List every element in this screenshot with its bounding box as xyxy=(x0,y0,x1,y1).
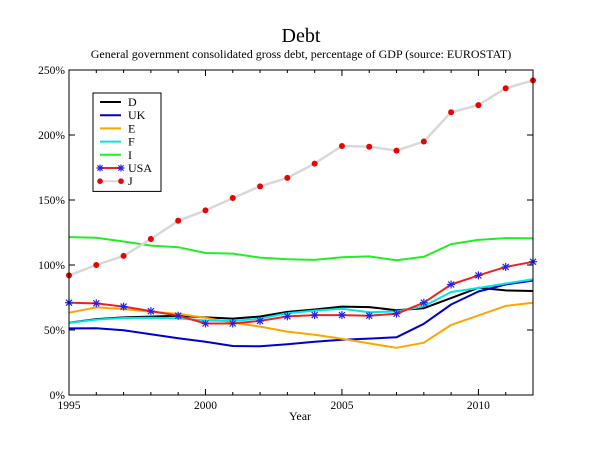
star-marker-d2 xyxy=(447,281,455,288)
data-point-usa xyxy=(92,299,101,308)
data-point-usa xyxy=(146,307,155,316)
star-marker-d2 xyxy=(117,164,125,172)
legend-marker xyxy=(118,178,124,184)
star-marker-d2 xyxy=(96,164,104,172)
series-line-f xyxy=(68,278,534,324)
y-tick-label: 50% xyxy=(44,325,66,337)
legend-marker xyxy=(97,178,103,184)
series-layer xyxy=(65,77,537,349)
legend-label: UK xyxy=(128,108,146,122)
x-tick-label: 2005 xyxy=(330,400,353,412)
series-d xyxy=(68,286,534,324)
star-marker-d2 xyxy=(256,317,264,325)
series-line-usa xyxy=(68,260,534,325)
series-line-d xyxy=(68,286,534,324)
star-marker-d2 xyxy=(202,320,209,327)
data-point-j xyxy=(502,85,509,92)
series-line-j xyxy=(68,79,534,277)
star-marker-d2 xyxy=(147,307,155,315)
legend-label: F xyxy=(128,135,135,149)
legend-marker xyxy=(117,164,125,172)
series-line-i xyxy=(68,236,534,262)
data-point-usa xyxy=(201,319,210,328)
data-point-j xyxy=(257,183,264,190)
data-point-j xyxy=(311,160,318,167)
series-line-uk xyxy=(68,279,534,348)
data-point-usa xyxy=(501,262,510,271)
x-tick-label: 2000 xyxy=(194,400,217,412)
data-point-j xyxy=(475,102,482,109)
data-point-usa xyxy=(419,298,428,307)
legend-entry-j: J xyxy=(97,174,133,188)
data-point-j xyxy=(93,262,100,268)
star-marker-d2 xyxy=(283,312,291,320)
series-f xyxy=(68,278,534,324)
star-marker-d2 xyxy=(120,303,128,311)
legend-label: J xyxy=(128,174,133,188)
series-i xyxy=(68,236,534,262)
data-point-j xyxy=(393,147,400,154)
legend-entry-f: F xyxy=(100,135,135,149)
plot-frame xyxy=(68,69,534,396)
y-tick-label: 150% xyxy=(38,195,65,207)
series-uk xyxy=(68,279,534,348)
legend-label: USA xyxy=(128,161,152,175)
legend-entry-i: I xyxy=(100,148,132,162)
legend-label: D xyxy=(128,95,137,109)
data-point-usa xyxy=(283,312,292,321)
y-tick-label: 250% xyxy=(38,65,65,77)
star-marker-d2 xyxy=(474,271,482,279)
data-point-usa xyxy=(365,311,374,320)
data-point-usa xyxy=(228,319,237,328)
data-point-usa xyxy=(256,316,265,325)
legend-entry-usa: USA xyxy=(96,161,152,175)
data-point-j xyxy=(147,236,154,242)
data-point-usa xyxy=(119,302,128,311)
star-marker-d2 xyxy=(365,312,373,320)
data-point-j xyxy=(448,109,455,116)
data-point-j xyxy=(338,143,345,150)
data-point-j xyxy=(420,138,427,145)
star-marker-d2 xyxy=(311,311,319,319)
data-point-usa xyxy=(337,311,346,320)
data-point-usa xyxy=(174,311,183,320)
data-point-usa xyxy=(392,309,401,318)
chart-subtitle: General government consolidated gross de… xyxy=(91,47,511,61)
data-point-j xyxy=(366,143,373,150)
data-point-j xyxy=(202,207,209,214)
star-marker-d2 xyxy=(420,299,428,307)
legend-entry-e: E xyxy=(100,121,135,135)
star-marker-d2 xyxy=(229,320,237,327)
data-point-usa xyxy=(310,311,319,320)
series-j xyxy=(66,77,536,279)
legend-entry-uk: UK xyxy=(100,108,146,122)
chart-title: Debt xyxy=(282,25,321,47)
legend-label: E xyxy=(128,121,135,135)
star-marker-d2 xyxy=(174,312,182,320)
data-point-j xyxy=(229,195,236,202)
data-point-usa xyxy=(447,280,456,289)
star-marker-d2 xyxy=(393,310,400,318)
legend-marker xyxy=(96,164,104,172)
star-marker-d2 xyxy=(92,299,100,307)
data-point-j xyxy=(120,252,127,259)
y-tick-label: 0% xyxy=(50,390,66,402)
x-tick-label: 2010 xyxy=(467,400,490,412)
star-marker-d2 xyxy=(338,311,346,319)
data-point-j xyxy=(175,217,182,224)
legend-label: I xyxy=(128,148,132,162)
data-point-usa xyxy=(474,271,483,280)
data-point-j xyxy=(284,174,291,181)
x-axis-label: Year xyxy=(289,409,311,423)
x-tick-label: 1995 xyxy=(58,400,81,412)
legend-entry-d: D xyxy=(100,95,137,109)
star-marker-d2 xyxy=(502,263,510,271)
y-tick-label: 200% xyxy=(38,130,65,142)
y-tick-label: 100% xyxy=(38,260,65,272)
